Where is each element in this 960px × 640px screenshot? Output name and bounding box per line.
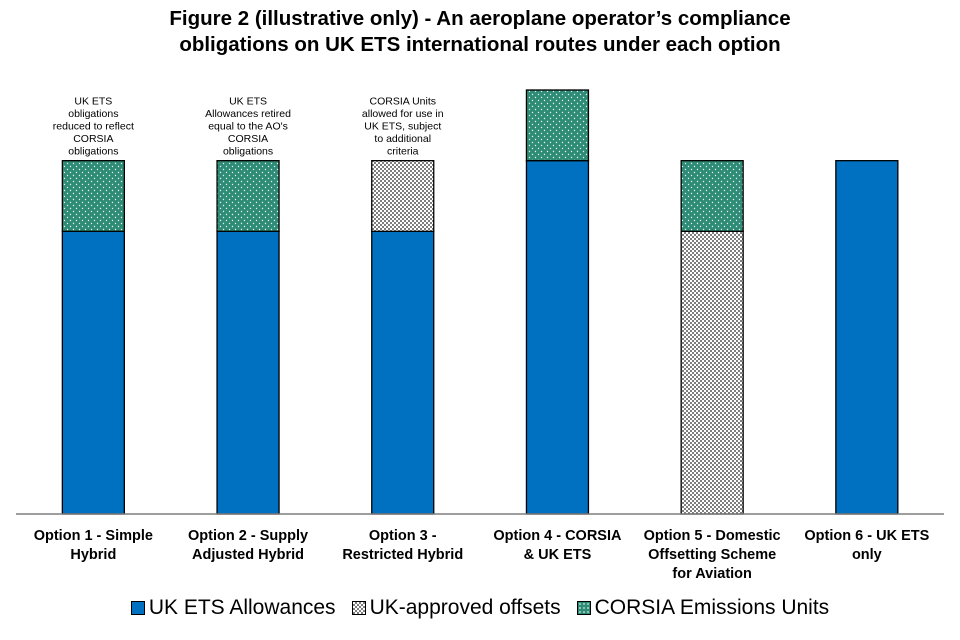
chart-title-line-2: obligations on UK ETS international rout… (179, 33, 781, 56)
legend-item-uk-ets-allowances: UK ETS Allowances (130, 596, 336, 620)
bar-segment-option-3-uk-approved-offsets (371, 160, 435, 232)
stacked-bar-chart: UK ETS obligations reduced to reflect CORSI… (16, 89, 944, 582)
x-tick-label-option-2: Option 2 - Supply Adjusted Hybrid (188, 528, 308, 563)
legend-item-corsia-emissions-units: CORSIA Emissions Units (576, 596, 830, 620)
x-tick-label-option-6: Option 6 - UK ETS only (804, 528, 929, 563)
x-tick-label-option-1: Option 1 - Simple Hybrid (34, 528, 153, 563)
bar-segment-option-1-corsia-emissions-units (61, 160, 125, 232)
annotation-option-2: UK ETS Allowances retired equal to the AO'… (205, 96, 291, 158)
legend-label-uk-ets-allowances: UK ETS Allowances (148, 596, 336, 619)
bar-segment-option-3-uk-ets-allowances (371, 230, 435, 515)
legend-item-uk-approved-offsets: UK-approved offsets (351, 596, 561, 620)
bar-segment-option-5-corsia-emissions-units (680, 160, 744, 232)
legend-swatch-uk-ets-allowances (130, 601, 145, 615)
x-tick-label-option-3: Option 3 -Restricted Hybrid (342, 528, 463, 563)
legend-label-corsia-emissions-units: CORSIA Emissions Units (594, 596, 830, 619)
annotation-option-3: CORSIA Units allowed for use in UK ETS, su… (362, 96, 444, 158)
legend: UK ETS Allowances UK-approved offsets CO… (0, 596, 960, 620)
x-tick-label-option-5: Option 5 - Domestic Offsetting Scheme for … (644, 528, 781, 582)
annotation-option-1: UK ETS obligations reduced to reflect CORSI… (53, 96, 134, 158)
legend-label-uk-approved-offsets: UK-approved offsets (369, 596, 561, 619)
bar-segment-option-4-uk-ets-allowances (525, 160, 590, 515)
legend-swatch-corsia-emissions-units (576, 601, 591, 615)
bar-segment-option-4-corsia-emissions-units (525, 89, 590, 162)
bar-segment-option-6-uk-ets-allowances (835, 160, 899, 515)
bar-segment-option-2-corsia-emissions-units (216, 160, 280, 232)
x-tick-label-option-4: Option 4 - CORSIA & UK ETS (493, 528, 622, 563)
legend-swatch-uk-approved-offsets (351, 601, 366, 615)
chart-title: Figure 2 (illustrative only) - An aeropl… (0, 6, 960, 58)
bar-segment-option-1-uk-ets-allowances (61, 230, 125, 515)
bar-segment-option-5-uk-approved-offsets (680, 230, 744, 515)
bar-segment-option-2-uk-ets-allowances (216, 230, 280, 515)
chart-title-line-1: Figure 2 (illustrative only) - An aeropl… (169, 7, 791, 30)
